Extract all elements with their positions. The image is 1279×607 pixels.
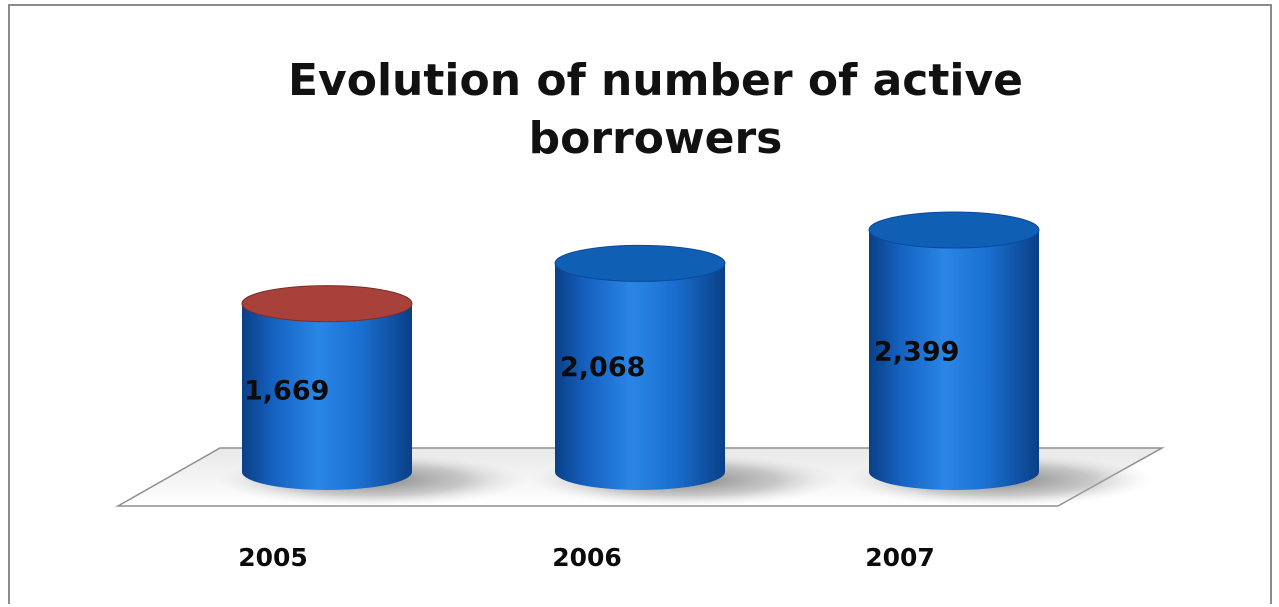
bar-body [555, 263, 725, 490]
bar-2007: 2,399 [844, 211, 1154, 506]
bar-2006: 2,068 [530, 244, 840, 506]
data-label-2005: 1,669 [244, 376, 329, 407]
bar-top [554, 244, 726, 282]
x-tick-2005: 2005 [238, 543, 308, 572]
chart-title: Evolution of number of active borrowers [287, 55, 1023, 164]
data-label-2007: 2,399 [874, 337, 959, 368]
bar-body [242, 303, 412, 490]
x-tick-2006: 2006 [552, 543, 622, 572]
data-label-2006: 2,068 [560, 352, 645, 383]
bar-top [241, 285, 413, 323]
bar-2005: 1,669 [217, 285, 527, 506]
bar-top [868, 211, 1040, 249]
x-tick-2007: 2007 [865, 543, 935, 572]
bar-body [869, 230, 1039, 490]
